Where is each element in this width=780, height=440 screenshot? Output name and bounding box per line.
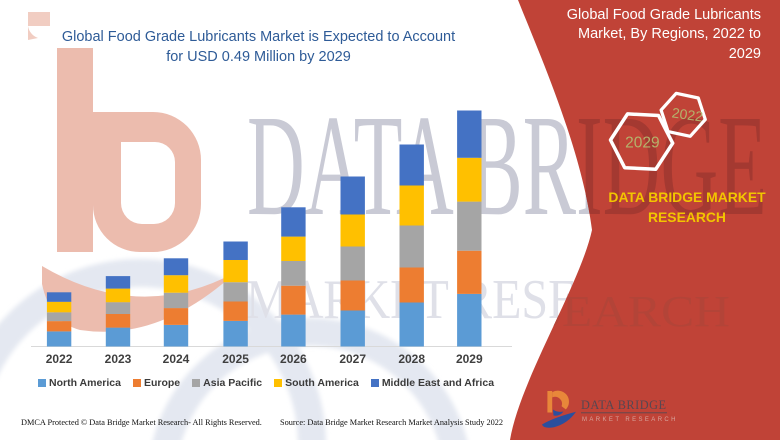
svg-text:2022: 2022 xyxy=(671,104,704,124)
svg-text:MARKET RESEARCH: MARKET RESEARCH xyxy=(582,417,678,423)
svg-text:2029: 2029 xyxy=(625,135,659,152)
svg-text:DATA BRIDGE: DATA BRIDGE xyxy=(581,398,666,412)
